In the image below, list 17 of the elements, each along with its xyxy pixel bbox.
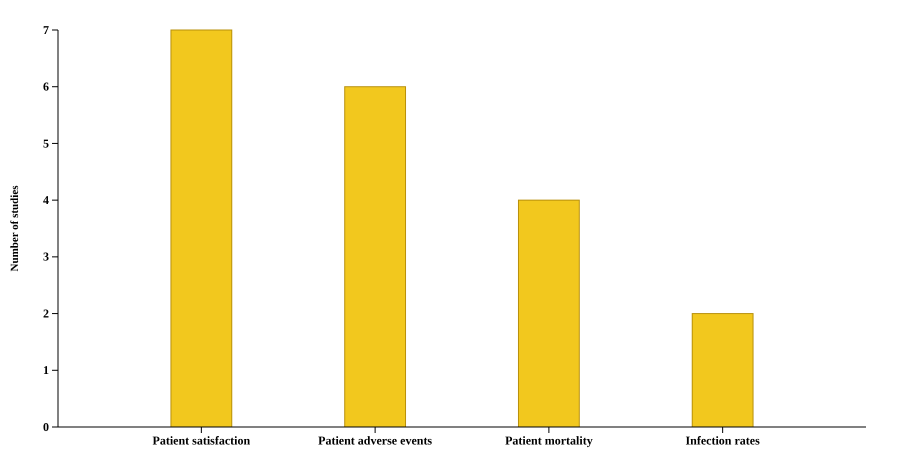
y-tick-label: 7 — [43, 22, 49, 37]
x-tick-label: Patient mortality — [505, 434, 593, 448]
x-tick-label: Patient satisfaction — [152, 434, 251, 448]
y-tick-label: 3 — [43, 250, 49, 264]
bar — [692, 313, 754, 428]
x-tick-label: Patient adverse events — [318, 434, 432, 448]
y-axis-title: Number of studies — [9, 184, 21, 272]
y-tick-label: 6 — [43, 80, 49, 94]
y-tick-label: 0 — [43, 420, 49, 434]
bar — [170, 30, 232, 428]
x-tick-label: Infection rates — [685, 434, 760, 448]
y-tick-label: 5 — [43, 136, 49, 150]
bar — [344, 86, 406, 428]
y-tick-label: 1 — [43, 363, 49, 378]
y-tick-label: 4 — [43, 192, 49, 207]
y-tick-label: 2 — [43, 306, 49, 320]
bar — [518, 200, 580, 428]
